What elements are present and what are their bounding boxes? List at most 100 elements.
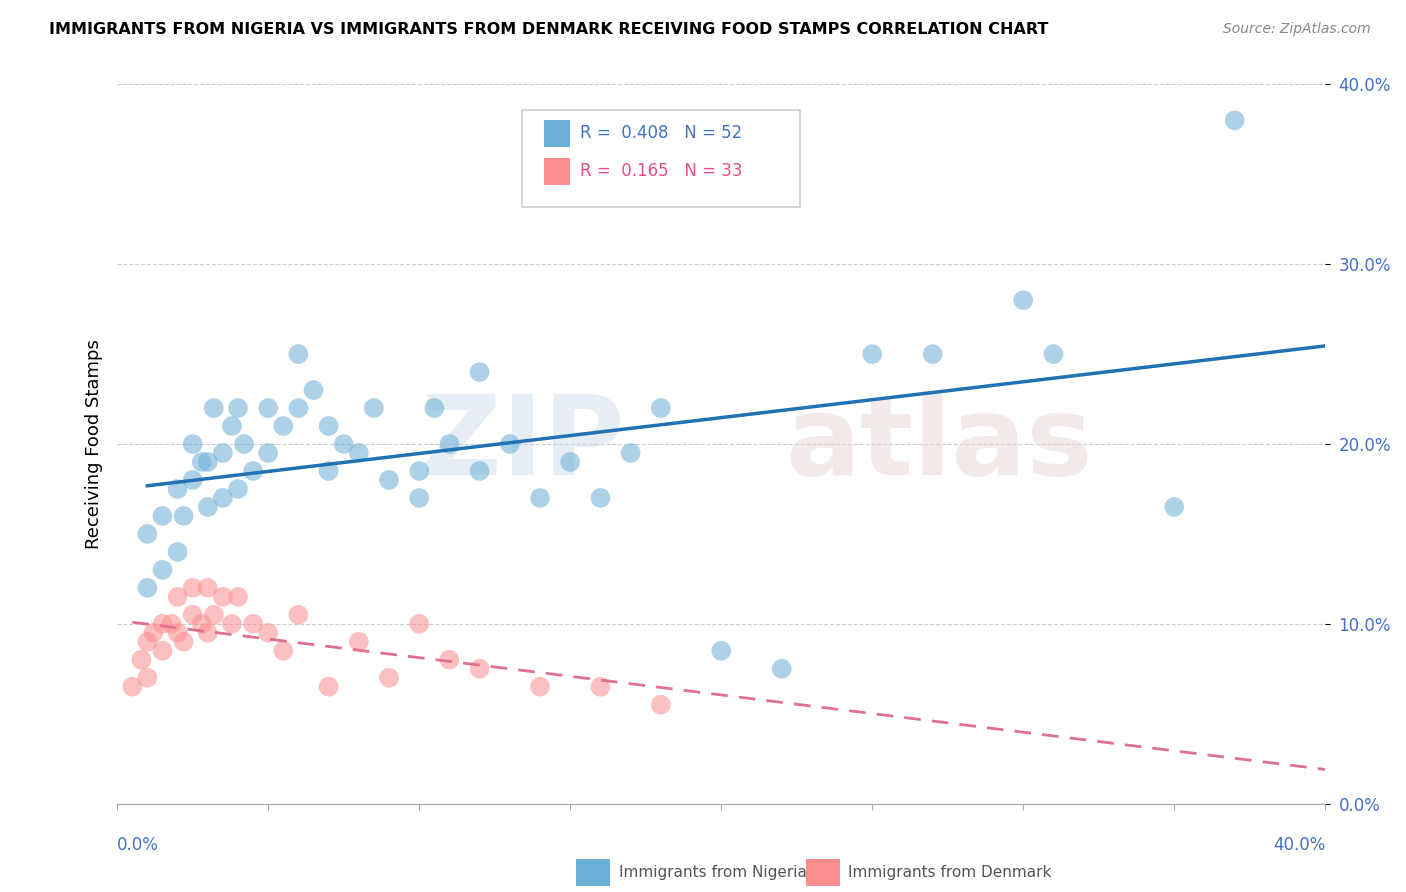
Point [468,365,491,379]
Text: ZIP: ZIP [422,391,624,498]
Point [650,698,672,712]
Point [529,680,551,694]
Point [166,545,188,559]
Point [468,662,491,676]
Point [242,616,264,631]
Point [620,446,643,460]
Text: Immigrants from Denmark: Immigrants from Denmark [848,865,1052,880]
FancyBboxPatch shape [522,110,800,207]
Point [347,634,370,648]
Point [152,616,174,631]
Point [173,508,195,523]
Point [271,644,294,658]
Point [166,590,188,604]
Bar [576,859,610,887]
Point [318,464,340,478]
Point [226,590,249,604]
Point [202,607,225,622]
Point [197,500,219,514]
Point [221,419,243,434]
Point [302,383,325,397]
Point [197,625,219,640]
Point [190,616,212,631]
Point [589,491,612,505]
Point [1163,500,1185,514]
Point [173,634,195,648]
Point [136,581,159,595]
Point [1042,347,1064,361]
Point [202,401,225,415]
Text: R =  0.165   N = 33: R = 0.165 N = 33 [579,162,742,180]
Point [287,401,309,415]
Text: Immigrants from Nigeria: Immigrants from Nigeria [619,865,807,880]
Point [1223,113,1246,128]
Point [181,437,204,451]
Point [257,625,280,640]
Text: R =  0.408   N = 52: R = 0.408 N = 52 [579,124,742,143]
Point [650,401,672,415]
Point [131,653,153,667]
Point [212,491,235,505]
Point [347,446,370,460]
Point [363,401,385,415]
Point [529,491,551,505]
Point [378,671,401,685]
Point [226,482,249,496]
Point [212,446,235,460]
Point [152,644,174,658]
Point [271,419,294,434]
Point [710,644,733,658]
Point [226,401,249,415]
Point [287,607,309,622]
Point [921,347,943,361]
Text: 0.0%: 0.0% [117,836,159,854]
Point [860,347,883,361]
Point [121,680,143,694]
Point [332,437,354,451]
Point [152,563,174,577]
Text: Source: ZipAtlas.com: Source: ZipAtlas.com [1223,22,1371,37]
Text: IMMIGRANTS FROM NIGERIA VS IMMIGRANTS FROM DENMARK RECEIVING FOOD STAMPS CORRELA: IMMIGRANTS FROM NIGERIA VS IMMIGRANTS FR… [49,22,1049,37]
Point [287,347,309,361]
Point [152,508,174,523]
Point [770,662,793,676]
Point [160,616,183,631]
Point [408,616,430,631]
Point [257,401,280,415]
Point [181,473,204,487]
Point [499,437,522,451]
Point [136,527,159,541]
Point [166,482,188,496]
Y-axis label: Receiving Food Stamps: Receiving Food Stamps [86,339,103,549]
Point [233,437,256,451]
Point [190,455,212,469]
Point [439,653,461,667]
Point [136,671,159,685]
Text: 40.0%: 40.0% [1272,836,1326,854]
Point [242,464,264,478]
Point [142,625,165,640]
Point [136,634,159,648]
Point [257,446,280,460]
Point [221,616,243,631]
Point [197,455,219,469]
Bar [544,120,571,147]
Point [1012,293,1035,308]
Point [378,473,401,487]
Point [212,590,235,604]
Point [318,680,340,694]
Point [181,581,204,595]
Point [560,455,582,469]
Point [439,437,461,451]
Point [589,680,612,694]
Text: atlas: atlas [785,391,1092,498]
Point [181,607,204,622]
Bar [544,158,571,186]
Bar [806,859,839,887]
Point [197,581,219,595]
Point [423,401,446,415]
Point [468,464,491,478]
Point [408,464,430,478]
Point [318,419,340,434]
Point [166,625,188,640]
